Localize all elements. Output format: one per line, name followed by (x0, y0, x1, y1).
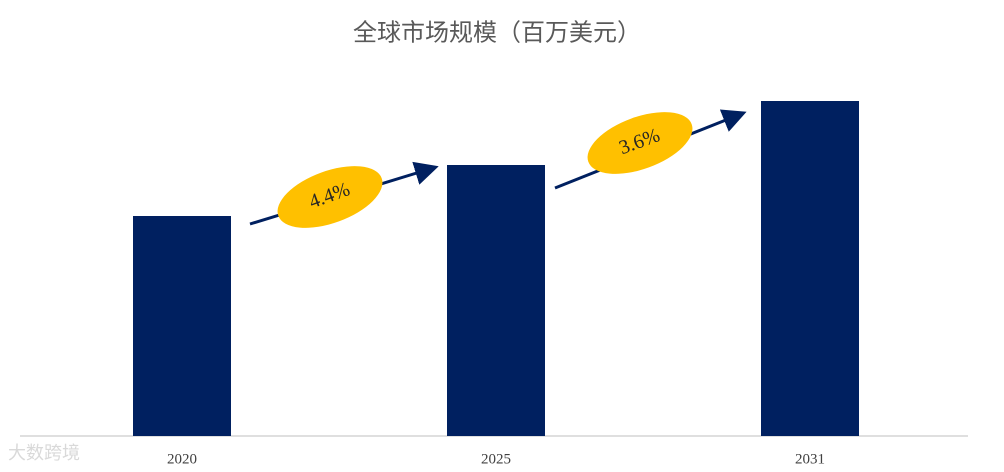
x-tick-label: 2020 (167, 451, 197, 467)
bar (447, 165, 545, 436)
growth-badge (277, 166, 383, 228)
x-tick-label: 2025 (481, 451, 511, 467)
bar (761, 101, 859, 436)
bar (133, 216, 231, 436)
watermark: 大数跨境 (8, 443, 80, 463)
chart-title: 全球市场规模（百万美元） (353, 20, 641, 47)
growth-badge (587, 112, 693, 174)
x-tick-label: 2031 (795, 451, 825, 467)
